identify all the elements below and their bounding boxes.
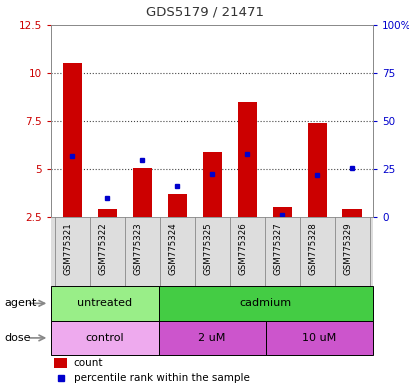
Bar [167,194,187,217]
Text: count: count [74,358,103,368]
Bar [63,63,82,217]
Text: GSM775326: GSM775326 [238,222,247,275]
Text: GSM775325: GSM775325 [203,222,212,275]
Bar [51,321,158,355]
Text: percentile rank within the sample: percentile rank within the sample [74,372,249,383]
Text: 10 uM: 10 uM [301,333,336,343]
Bar [202,152,221,217]
Bar [307,123,326,217]
Text: GSM775329: GSM775329 [342,222,351,275]
Text: GSM775324: GSM775324 [168,222,177,275]
Text: 2 uM: 2 uM [198,333,225,343]
Bar [54,358,67,368]
Bar [272,207,291,217]
Text: GSM775323: GSM775323 [133,222,142,275]
Text: cadmium: cadmium [239,298,291,308]
Bar [158,321,265,355]
Text: dose: dose [4,333,31,343]
Bar [265,321,372,355]
Text: untreated: untreated [77,298,132,308]
Text: GSM775327: GSM775327 [272,222,281,275]
Text: control: control [85,333,124,343]
Bar [132,168,151,217]
Bar [237,102,256,217]
Text: GSM775321: GSM775321 [63,222,72,275]
Bar [51,286,158,321]
Bar [158,286,372,321]
Text: GSM775322: GSM775322 [98,222,107,275]
Bar [97,209,117,217]
Text: agent: agent [4,298,36,308]
Bar [342,209,361,217]
Text: GSM775328: GSM775328 [308,222,316,275]
Text: GDS5179 / 21471: GDS5179 / 21471 [146,6,263,19]
